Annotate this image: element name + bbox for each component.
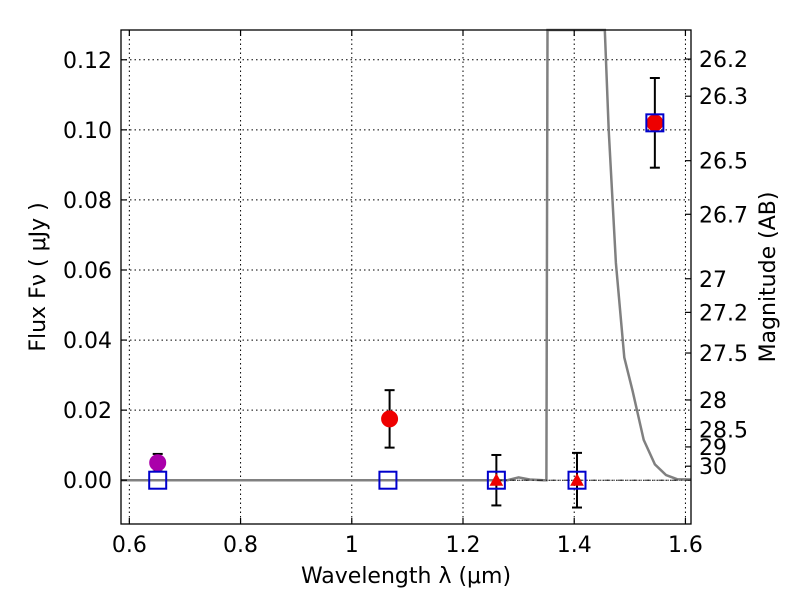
grid <box>121 30 691 524</box>
data-point-triangle <box>570 473 584 486</box>
synthetic-photometry-square <box>645 113 665 133</box>
y2-tick-label: 29 <box>699 436 727 461</box>
y-tick-label: 0.06 <box>63 259 112 284</box>
y2-tick-label: 26.2 <box>699 48 748 73</box>
y2-tick-label: 28.5 <box>699 418 748 443</box>
plot-frame <box>120 29 692 525</box>
tick-labels: 0.6 0.8 1 1.2 1.4 1.6 0.00 0.02 0.04 0.06 0.08 0.10… <box>63 48 748 558</box>
x-tick-label: 1.2 <box>446 533 481 558</box>
ticks <box>121 30 691 524</box>
synthetic-photometry-square <box>486 470 506 490</box>
y2-tick-label: 28 <box>699 389 727 414</box>
data-point-circle <box>149 454 167 472</box>
y2-tick-label: 27.5 <box>699 342 748 367</box>
y-tick-label: 0.04 <box>63 329 112 354</box>
synthetic-photometry-square <box>567 470 587 490</box>
x-tick-label: 1.4 <box>557 533 592 558</box>
y2-axis-label: Magnitude (AB) <box>756 192 781 363</box>
x-tick-label: 1.6 <box>668 533 703 558</box>
y2-tick-label: 27.2 <box>699 301 748 326</box>
y2-tick-label: 26.5 <box>699 150 748 175</box>
x-tick-label: 0.8 <box>223 533 258 558</box>
y-tick-label: 0.12 <box>63 49 112 74</box>
synthetic-photometry-square <box>148 470 168 490</box>
marker-layer <box>148 76 665 509</box>
y-tick-label: 0.02 <box>63 399 112 424</box>
data-point-circle <box>381 410 399 428</box>
y-tick-label: 0.10 <box>63 119 112 144</box>
y-tick-label: 0.00 <box>63 469 112 494</box>
y2-tick-label: 26.3 <box>699 85 748 110</box>
x-axis-label: Wavelength λ (μm) <box>301 564 511 589</box>
x-tick-label: 1 <box>345 533 359 558</box>
synthetic-photometry-square <box>378 470 398 490</box>
y2-tick-label: 26.7 <box>699 203 748 228</box>
spectrum-layer <box>121 28 692 482</box>
y2-tick-label: 30 <box>699 455 727 480</box>
data-point-circle <box>646 114 664 132</box>
y2-tick-label: 27 <box>699 268 727 293</box>
y-tick-label: 0.08 <box>63 189 112 214</box>
model-spectrum-line <box>121 28 692 482</box>
y-axis-label: Flux Fν ( μJy ) <box>26 202 51 351</box>
x-tick-label: 0.6 <box>112 533 147 558</box>
data-point-triangle <box>489 473 504 486</box>
